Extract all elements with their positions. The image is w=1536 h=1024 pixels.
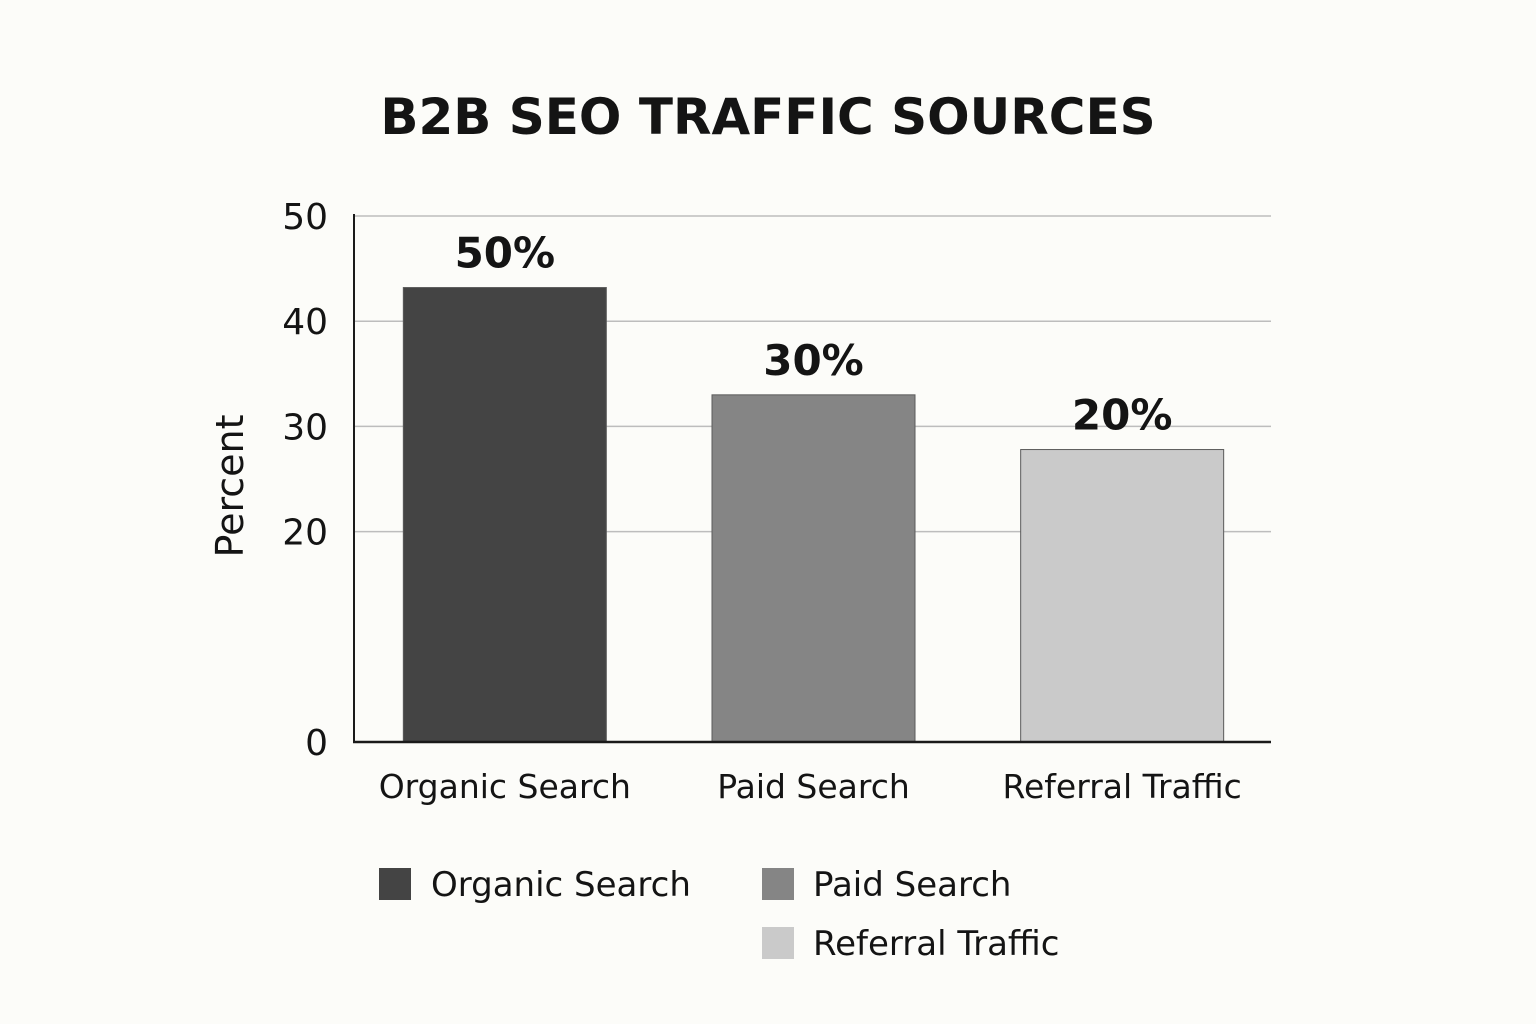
legend: Organic Search Paid Search Referral Traffi… <box>379 865 1060 964</box>
bar-paid-search <box>711 394 916 743</box>
legend-label: Referral Traffic <box>813 924 1060 964</box>
chart-title: B2B SEO TRAFFIC SOURCES <box>380 88 1155 146</box>
bar-referral-traffic <box>1020 449 1225 743</box>
bars <box>402 287 1225 743</box>
legend-swatch <box>762 927 794 959</box>
y-axis-label: Percent <box>208 415 252 558</box>
data-labels: 50% 30% 20% <box>455 229 1173 440</box>
data-label: 20% <box>1072 391 1173 440</box>
bar-organic-search <box>402 287 607 743</box>
x-category-label: Referral Traffic <box>1003 767 1242 806</box>
y-tick-label: 50 <box>282 197 328 238</box>
data-label: 30% <box>763 336 864 385</box>
legend-swatch <box>379 868 411 900</box>
data-label: 50% <box>455 229 556 278</box>
x-category-label: Paid Search <box>717 767 910 806</box>
y-tick-label: 20 <box>282 513 328 554</box>
legend-swatch <box>762 868 794 900</box>
axes <box>353 214 1271 744</box>
y-tick-label: 40 <box>282 302 328 343</box>
y-tick-labels: 0 20 30 40 50 <box>282 197 328 764</box>
y-tick-label: 0 <box>305 723 328 764</box>
legend-label: Organic Search <box>431 865 691 905</box>
x-category-label: Organic Search <box>379 767 631 806</box>
y-tick-label: 30 <box>282 407 328 448</box>
x-category-labels: Organic Search Paid Search Referral Traffi… <box>379 767 1242 806</box>
legend-label: Paid Search <box>813 865 1011 905</box>
